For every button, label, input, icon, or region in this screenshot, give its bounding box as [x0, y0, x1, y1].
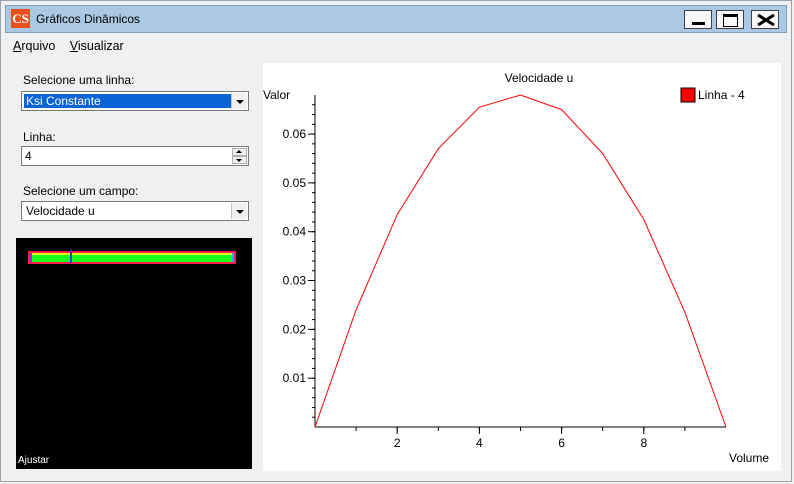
legend-swatch: [680, 87, 696, 103]
maximize-button[interactable]: [716, 10, 744, 29]
mesh-line-bar: [28, 250, 236, 264]
adjust-label[interactable]: Ajustar: [18, 455, 50, 466]
app-logo-icon: CS: [11, 9, 30, 28]
field-select-dropdown[interactable]: Velocidade u: [21, 201, 249, 221]
chart-title: Velocidade u: [505, 71, 574, 85]
menu-arquivo[interactable]: Arquivo: [13, 39, 56, 53]
y-tick-label: 0.06: [283, 127, 307, 141]
line-select-value: Ksi Constante: [24, 94, 232, 108]
y-tick-label: 0.03: [283, 274, 307, 288]
close-icon: [757, 14, 775, 26]
line-number-spinner[interactable]: 4: [21, 146, 249, 166]
y-tick-label: 0.05: [283, 176, 307, 190]
x-tick-label: 4: [476, 436, 483, 450]
x-tick-label: 2: [394, 436, 401, 450]
line-chart: Velocidade u Valor Volume 0.01 0.02 0.03 0.…: [263, 71, 769, 465]
menu-visualizar[interactable]: Visualizar: [69, 39, 124, 53]
line-marker: [70, 250, 72, 263]
spin-up-icon[interactable]: [232, 148, 247, 156]
series-line: [314, 94, 727, 428]
chart-panel: Velocidade u Valor Volume 0.01 0.02 0.03 0.…: [263, 63, 781, 471]
spin-down-icon[interactable]: [232, 156, 247, 164]
line-label: Linha:: [23, 130, 56, 144]
chevron-down-icon[interactable]: [231, 93, 247, 109]
minimize-button[interactable]: [684, 10, 712, 29]
y-tick-label: 0.02: [283, 322, 307, 336]
chart-legend: Linha - 4: [680, 87, 745, 103]
y-tick-label: 0.04: [283, 225, 307, 239]
field-select-value: Velocidade u: [26, 204, 95, 218]
legend-label: Linha - 4: [698, 88, 745, 102]
close-button[interactable]: [751, 10, 779, 29]
field-select-label: Selecione um campo:: [23, 184, 139, 198]
x-axis-label: Volume: [729, 451, 769, 465]
mesh-preview-canvas[interactable]: Ajustar: [16, 238, 252, 469]
chevron-down-icon[interactable]: [231, 203, 247, 219]
x-tick-label: 8: [640, 436, 647, 450]
line-select-label: Selecione uma linha:: [23, 73, 135, 87]
menu-bar: Arquivo Visualizar: [13, 39, 135, 57]
title-bar[interactable]: CS Gráficos Dinâmicos: [5, 5, 787, 33]
x-tick-label: 6: [558, 436, 565, 450]
y-axis-label: Valor: [263, 88, 290, 102]
window-title: Gráficos Dinâmicos: [36, 12, 141, 26]
line-number-value: 4: [25, 149, 32, 163]
y-tick-label: 0.01: [283, 371, 307, 385]
line-select-dropdown[interactable]: Ksi Constante: [21, 91, 249, 111]
